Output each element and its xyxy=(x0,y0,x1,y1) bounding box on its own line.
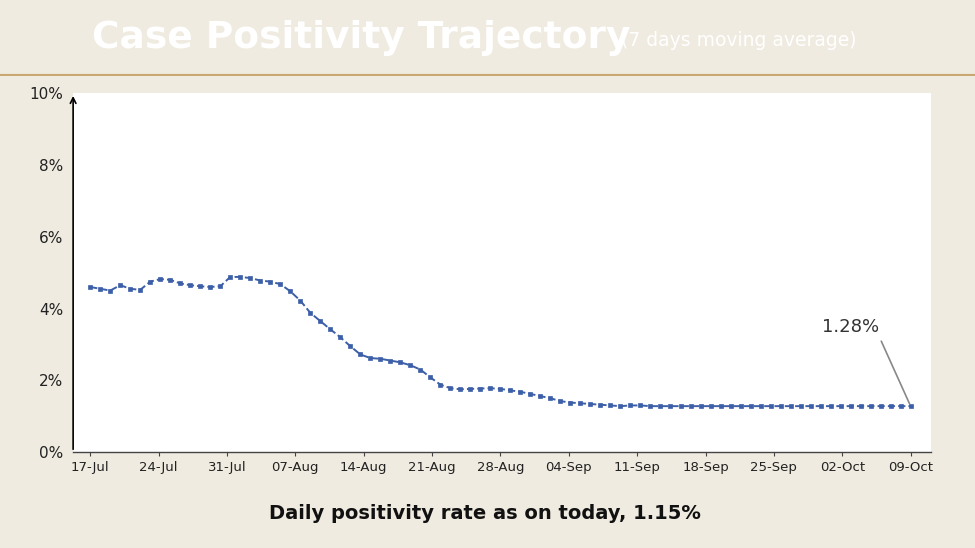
Text: Case Positivity Trajectory: Case Positivity Trajectory xyxy=(92,20,630,56)
Text: 1.28%: 1.28% xyxy=(822,318,910,404)
Text: Daily positivity rate as on today, 1.15%: Daily positivity rate as on today, 1.15% xyxy=(269,504,701,523)
Text: (7 days moving average): (7 days moving average) xyxy=(615,31,857,49)
